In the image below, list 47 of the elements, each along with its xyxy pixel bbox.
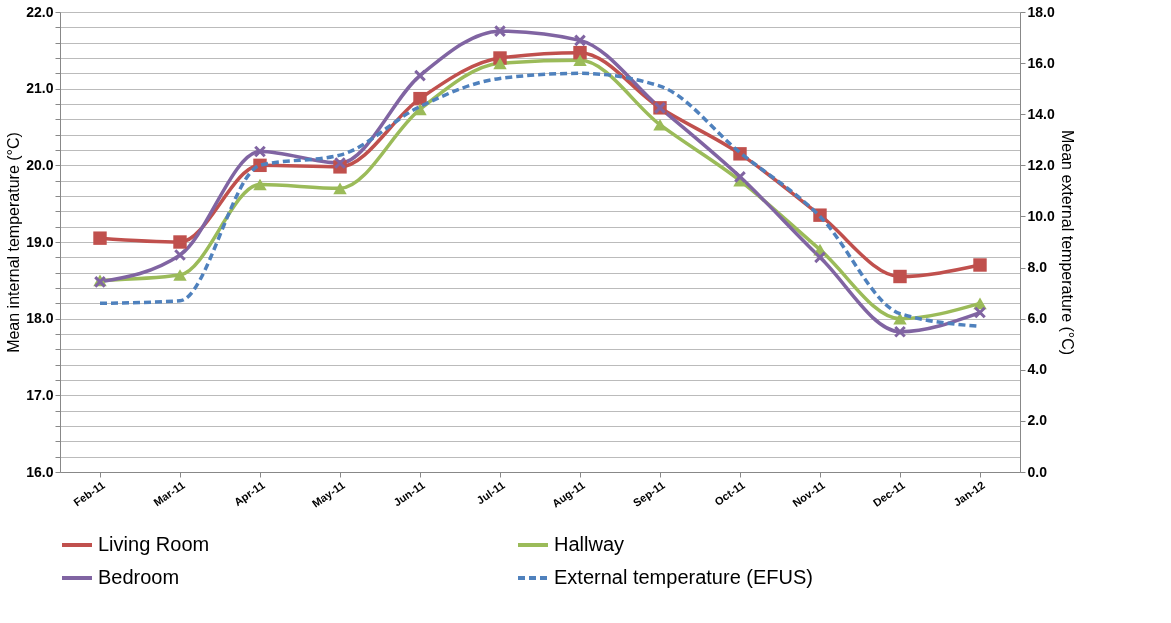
point <box>573 54 587 67</box>
point <box>333 156 347 170</box>
point <box>93 231 107 245</box>
y2-tick-label: 16.0 <box>1027 54 1055 71</box>
y2-tick-label: 0.0 <box>1027 463 1048 480</box>
y-tick-label: 21.0 <box>26 80 54 97</box>
point <box>173 235 187 249</box>
y-tick-label: 20.0 <box>26 156 54 173</box>
point <box>893 269 907 284</box>
point <box>973 258 987 272</box>
point <box>893 325 907 338</box>
point <box>253 145 267 158</box>
y2-tick-label: 12.0 <box>1027 156 1055 173</box>
y-tick-label: 16.0 <box>26 463 54 480</box>
point <box>253 178 267 191</box>
y2-tick-label: 10.0 <box>1027 207 1055 224</box>
legend-label: Living Room <box>98 533 210 555</box>
y-tick-label: 19.0 <box>26 233 54 250</box>
point <box>493 57 507 70</box>
y2-tick-label: 14.0 <box>1027 105 1055 122</box>
y2-axis-title: Mean external temperature (°C) <box>1058 129 1076 356</box>
point <box>493 24 507 38</box>
y-tick-label: 17.0 <box>26 386 54 403</box>
point <box>413 91 427 106</box>
point <box>173 248 187 262</box>
point <box>413 69 427 82</box>
y-tick-label: 18.0 <box>26 310 54 327</box>
y-axis-title: Mean internal temperature (°C) <box>5 132 23 353</box>
point <box>813 251 827 264</box>
y-tick-label: 22.0 <box>26 3 54 20</box>
y2-tick-label: 18.0 <box>1027 3 1055 20</box>
point <box>733 170 747 184</box>
y2-tick-label: 6.0 <box>1027 310 1048 327</box>
point <box>173 269 187 281</box>
y2-tick-label: 4.0 <box>1027 361 1048 378</box>
point <box>573 34 587 47</box>
legend-label: External temperature (EFUS) <box>554 566 813 588</box>
point <box>413 103 427 116</box>
point <box>973 306 987 319</box>
point <box>333 182 347 195</box>
y2-tick-label: 8.0 <box>1027 259 1048 276</box>
legend-label: Bedroom <box>98 566 180 588</box>
point <box>893 312 907 325</box>
y2-tick-label: 2.0 <box>1027 412 1048 429</box>
legend-label: Hallway <box>554 533 625 555</box>
point <box>653 118 667 131</box>
point <box>573 45 587 60</box>
